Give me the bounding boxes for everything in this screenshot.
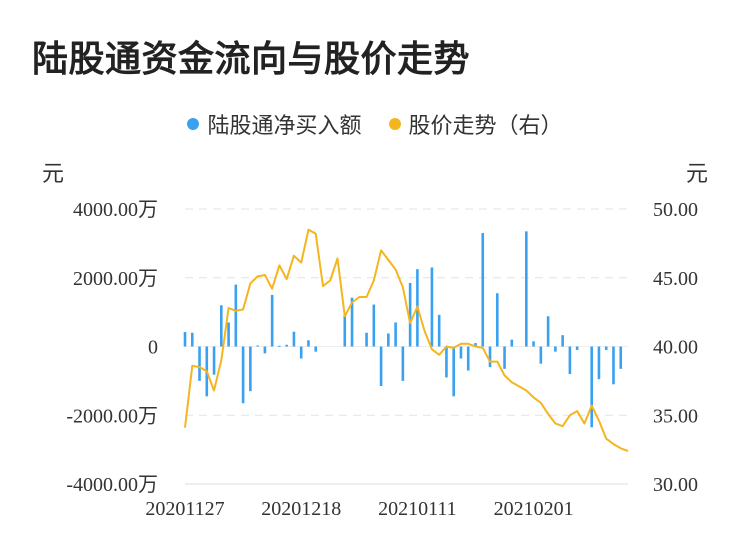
flow-bar[interactable] [539,346,543,364]
x-tick-label: 20201127 [145,498,224,520]
flow-bar[interactable] [510,339,514,347]
y-left-tick-label: 0 [148,337,158,359]
flow-bar[interactable] [379,346,383,387]
flow-bar[interactable] [445,346,448,378]
legend-flow-label: 陆股通净买入额 [207,114,362,139]
flow-bar[interactable] [256,345,259,347]
flow-bar[interactable] [466,346,470,371]
flow-bar[interactable] [554,346,557,352]
y-left-tick-label: -4000.00万 [66,474,158,496]
flow-bar[interactable] [495,293,499,347]
flow-bar[interactable] [474,343,477,347]
flow-bar[interactable] [546,316,550,347]
flow-bar[interactable] [234,284,238,347]
flow-bar[interactable] [525,231,528,347]
flow-bar[interactable] [481,233,485,347]
flow-bar[interactable] [575,346,579,350]
y-left-tick-label: -2000.00万 [66,405,158,427]
y-left-tick-label: 4000.00万 [73,199,158,221]
price-line[interactable] [184,228,629,452]
flow-bar[interactable] [590,346,593,428]
legend-flow-dot-icon [187,118,200,130]
chart-title: 陆股通资金流向与股价走势 [32,39,471,80]
flow-bar[interactable] [314,346,318,352]
legend-price-label: 股价走势（右） [408,114,563,139]
flow-bar[interactable] [227,322,230,347]
flow-bar[interactable] [532,341,535,347]
flow-bar[interactable] [292,331,296,347]
flow-bar[interactable] [561,335,564,347]
flow-bar[interactable] [459,346,463,359]
flow-bar[interactable] [343,314,347,347]
flow-bar[interactable] [437,314,441,347]
flow-bar[interactable] [270,294,274,347]
right-axis-unit: 元 [686,162,709,187]
flow-bar[interactable] [488,346,492,368]
flow-bar[interactable] [430,267,434,347]
flow-bar[interactable] [619,346,623,369]
y-left-tick-label: 2000.00万 [73,268,158,290]
flow-bar[interactable] [597,346,601,380]
flow-bar[interactable] [372,304,376,347]
y-right-tick-label: 30.00 [653,474,698,496]
legend-item-price[interactable]: 股价走势（右） [388,108,563,140]
flow-bar[interactable] [401,346,405,381]
y-right-tick-label: 35.00 [653,405,698,427]
flow-bar[interactable] [263,346,267,354]
flow-bar[interactable] [307,340,310,347]
flow-bar[interactable] [365,332,368,347]
flow-bar[interactable] [350,297,354,347]
flow-bar[interactable] [190,332,194,347]
flow-bar[interactable] [299,346,303,359]
x-tick-label: 20210201 [494,498,574,520]
flow-bar[interactable] [394,322,397,347]
flow-bar[interactable] [285,344,288,347]
x-tick-label: 20201218 [261,498,341,520]
flow-bar[interactable] [212,346,216,375]
x-tick-label: 20210111 [378,498,457,520]
flow-bar[interactable] [249,346,252,392]
flow-bar[interactable] [278,345,281,347]
legend-item-flow[interactable]: 陆股通净买入额 [187,108,362,140]
legend-price-dot-icon [388,118,401,130]
flow-bar[interactable] [183,332,187,347]
flow-bar[interactable] [408,282,412,347]
y-right-tick-label: 40.00 [653,337,698,359]
y-right-tick-label: 45.00 [653,268,698,290]
legend: 陆股通净买入额 股价走势（右） [0,108,750,140]
flow-bar[interactable] [503,346,506,369]
flow-bar[interactable] [198,346,201,381]
flow-bar[interactable] [604,346,608,350]
left-axis-unit: 元 [42,162,65,187]
flow-bar[interactable] [568,346,572,375]
flow-bar[interactable] [612,346,615,385]
flow-bar[interactable] [387,333,390,347]
flow-bar[interactable] [241,346,245,404]
flow-bar[interactable] [452,346,456,397]
flow-bar[interactable] [220,305,223,347]
y-right-tick-label: 50.00 [653,199,698,221]
